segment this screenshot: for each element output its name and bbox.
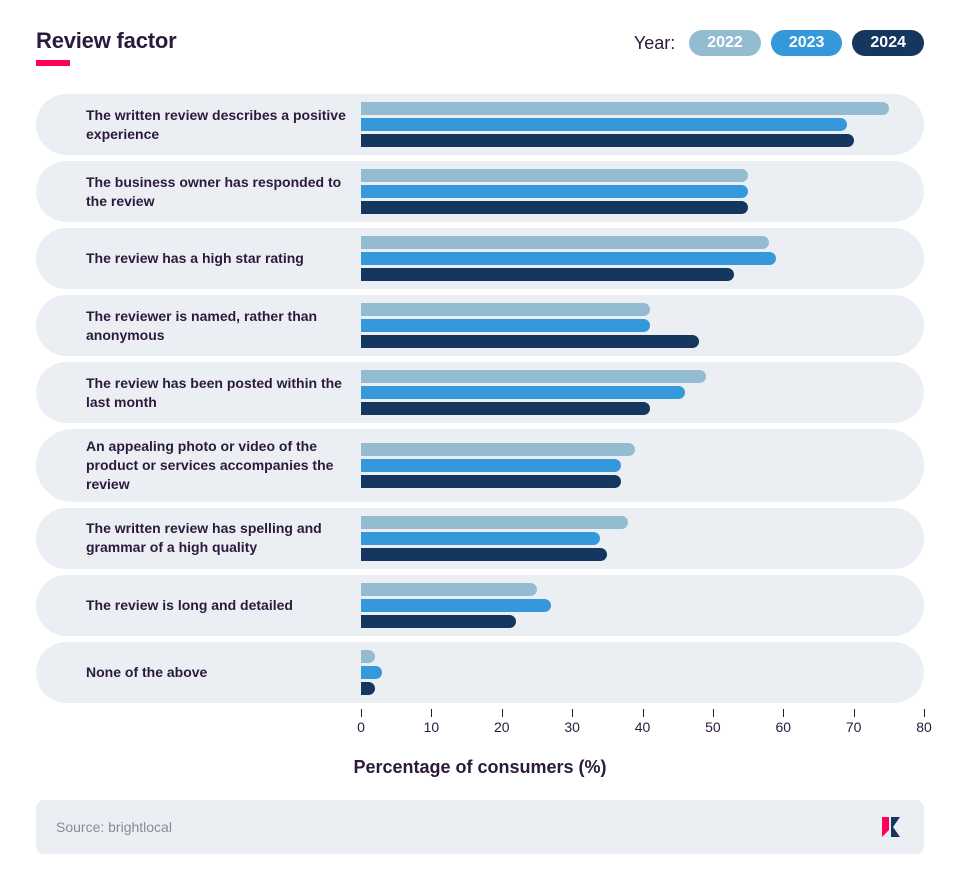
bar-2024 xyxy=(361,335,699,348)
x-tick xyxy=(713,709,714,717)
legend-label: Year: xyxy=(634,33,675,54)
logo-right-shape xyxy=(891,817,900,837)
bar-chart: The written review describes a positive … xyxy=(36,94,924,703)
bar-group xyxy=(361,508,924,569)
x-tick xyxy=(783,709,784,717)
bar-2022 xyxy=(361,650,375,663)
bar-2022 xyxy=(361,370,706,383)
bar-2023 xyxy=(361,185,748,198)
bar-2023 xyxy=(361,386,685,399)
bar-2022 xyxy=(361,102,889,115)
chart-row: The written review describes a positive … xyxy=(36,94,924,155)
row-label: The written review describes a positive … xyxy=(36,94,361,155)
bar-2024 xyxy=(361,268,734,281)
legend: Year: 2022 2023 2024 xyxy=(634,30,924,56)
bar-group xyxy=(361,295,924,356)
row-label: The review has been posted within the la… xyxy=(36,362,361,423)
x-tick-label: 30 xyxy=(564,719,580,735)
x-axis: 01020304050607080 xyxy=(36,709,924,739)
x-tick-label: 20 xyxy=(494,719,510,735)
bar-2022 xyxy=(361,516,628,529)
x-tick xyxy=(924,709,925,717)
x-tick-label: 50 xyxy=(705,719,721,735)
legend-pill-2023: 2023 xyxy=(771,30,843,56)
bar-2024 xyxy=(361,402,650,415)
bar-group xyxy=(361,228,924,289)
bar-group xyxy=(361,642,924,703)
x-tick-label: 40 xyxy=(635,719,651,735)
chart-row: An appealing photo or video of the produ… xyxy=(36,429,924,502)
chart-row: The written review has spelling and gram… xyxy=(36,508,924,569)
row-label: The review is long and detailed xyxy=(36,575,361,636)
legend-pill-2022: 2022 xyxy=(689,30,761,56)
row-label: An appealing photo or video of the produ… xyxy=(36,429,361,502)
bar-2024 xyxy=(361,475,621,488)
chart-row: The business owner has responded to the … xyxy=(36,161,924,222)
bar-2022 xyxy=(361,303,650,316)
x-tick xyxy=(854,709,855,717)
chart-row: The review has a high star rating xyxy=(36,228,924,289)
x-tick xyxy=(572,709,573,717)
bar-group xyxy=(361,575,924,636)
chart-row: The review has been posted within the la… xyxy=(36,362,924,423)
x-axis-label: Percentage of consumers (%) xyxy=(36,757,924,778)
bar-2022 xyxy=(361,443,635,456)
x-tick-label: 60 xyxy=(775,719,791,735)
bar-2024 xyxy=(361,134,854,147)
chart-header: Review factor Year: 2022 2023 2024 xyxy=(36,28,924,66)
chart-row: None of the above xyxy=(36,642,924,703)
bar-2023 xyxy=(361,118,847,131)
bar-2023 xyxy=(361,532,600,545)
bar-group xyxy=(361,362,924,423)
row-label: The reviewer is named, rather than anony… xyxy=(36,295,361,356)
row-label: The written review has spelling and gram… xyxy=(36,508,361,569)
bar-group xyxy=(361,429,924,502)
row-label: The business owner has responded to the … xyxy=(36,161,361,222)
bar-2024 xyxy=(361,615,516,628)
source-text: Source: brightlocal xyxy=(56,819,172,835)
title-underline xyxy=(36,60,70,66)
bar-2022 xyxy=(361,583,537,596)
x-axis-ticks: 01020304050607080 xyxy=(361,709,924,739)
bar-2023 xyxy=(361,599,551,612)
x-tick-label: 80 xyxy=(916,719,932,735)
bar-2023 xyxy=(361,319,650,332)
bar-2024 xyxy=(361,548,607,561)
bar-group xyxy=(361,94,924,155)
x-tick-label: 10 xyxy=(424,719,440,735)
row-label: None of the above xyxy=(36,642,361,703)
x-tick xyxy=(431,709,432,717)
bar-2023 xyxy=(361,459,621,472)
bar-2022 xyxy=(361,236,769,249)
bar-2022 xyxy=(361,169,748,182)
x-tick xyxy=(361,709,362,717)
x-tick xyxy=(502,709,503,717)
legend-pill-2024: 2024 xyxy=(852,30,924,56)
brand-logo-icon xyxy=(878,814,904,840)
chart-row: The review is long and detailed xyxy=(36,575,924,636)
bar-2024 xyxy=(361,201,748,214)
bar-2023 xyxy=(361,666,382,679)
logo-left-shape xyxy=(882,817,889,837)
x-tick-label: 70 xyxy=(846,719,862,735)
chart-title: Review factor xyxy=(36,28,176,54)
bar-2024 xyxy=(361,682,375,695)
title-block: Review factor xyxy=(36,28,176,66)
footer: Source: brightlocal xyxy=(36,800,924,854)
bar-2023 xyxy=(361,252,776,265)
x-tick-label: 0 xyxy=(357,719,365,735)
row-label: The review has a high star rating xyxy=(36,228,361,289)
x-tick xyxy=(643,709,644,717)
chart-row: The reviewer is named, rather than anony… xyxy=(36,295,924,356)
bar-group xyxy=(361,161,924,222)
